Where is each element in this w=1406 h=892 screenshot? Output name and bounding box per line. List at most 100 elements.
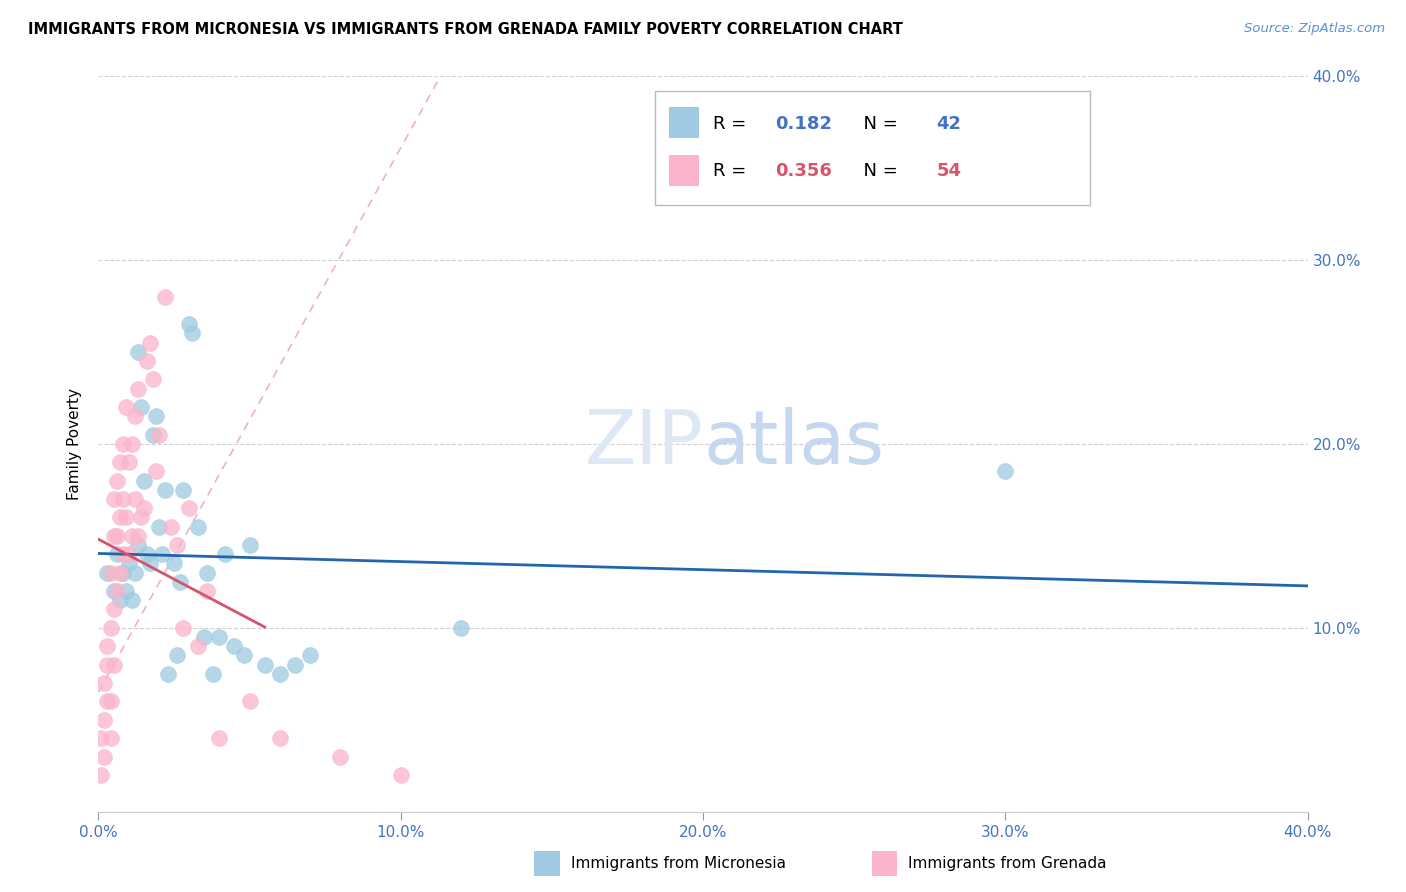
Text: N =: N =	[852, 162, 903, 180]
Point	[114, 584, 136, 599]
FancyBboxPatch shape	[655, 90, 1090, 204]
Point	[121, 593, 143, 607]
Point	[90, 768, 112, 782]
Text: 0.356: 0.356	[776, 162, 832, 180]
Point	[187, 519, 209, 533]
FancyBboxPatch shape	[669, 155, 699, 186]
Point	[118, 557, 141, 571]
Text: Immigrants from Micronesia: Immigrants from Micronesia	[571, 856, 786, 871]
Point	[121, 436, 143, 450]
Point	[208, 630, 231, 644]
Point	[139, 335, 162, 350]
Point	[450, 621, 472, 635]
Point	[121, 529, 143, 543]
Point	[181, 326, 204, 341]
Point	[108, 593, 131, 607]
Point	[105, 547, 128, 561]
Point	[153, 289, 176, 303]
Point	[135, 547, 157, 561]
Point	[389, 768, 412, 782]
Point	[994, 464, 1017, 478]
Text: Source: ZipAtlas.com: Source: ZipAtlas.com	[1244, 22, 1385, 36]
Point	[127, 538, 149, 552]
Point	[93, 676, 115, 690]
Point	[284, 657, 307, 672]
Point	[179, 317, 201, 331]
Point	[193, 630, 215, 644]
Point	[103, 657, 125, 672]
Point	[163, 557, 186, 571]
Text: ZIP: ZIP	[585, 408, 703, 480]
Point	[195, 584, 218, 599]
Text: R =: R =	[713, 162, 752, 180]
Point	[100, 566, 122, 580]
Point	[93, 713, 115, 727]
Point	[145, 409, 167, 424]
Point	[148, 427, 170, 442]
Point	[232, 648, 254, 663]
Text: N =: N =	[852, 115, 903, 133]
Text: Immigrants from Grenada: Immigrants from Grenada	[908, 856, 1107, 871]
Point	[114, 400, 136, 414]
Point	[224, 639, 246, 653]
Point	[166, 538, 188, 552]
Text: 0.182: 0.182	[776, 115, 832, 133]
Point	[111, 491, 134, 506]
Point	[118, 455, 141, 469]
Point	[111, 547, 134, 561]
Text: 54: 54	[936, 162, 962, 180]
Point	[153, 483, 176, 497]
Point	[114, 510, 136, 524]
Point	[156, 666, 179, 681]
Point	[103, 491, 125, 506]
Point	[187, 639, 209, 653]
Point	[299, 648, 322, 663]
Point	[166, 648, 188, 663]
Point	[93, 749, 115, 764]
Point	[129, 510, 152, 524]
Text: R =: R =	[713, 115, 752, 133]
Point	[239, 538, 262, 552]
Point	[124, 566, 146, 580]
Point	[202, 666, 225, 681]
Point	[127, 382, 149, 396]
Point	[100, 731, 122, 746]
Text: atlas: atlas	[703, 408, 884, 480]
Point	[124, 409, 146, 424]
Text: 42: 42	[936, 115, 962, 133]
Point	[148, 519, 170, 533]
Point	[100, 621, 122, 635]
FancyBboxPatch shape	[669, 107, 699, 138]
Point	[111, 566, 134, 580]
Point	[253, 657, 276, 672]
Text: IMMIGRANTS FROM MICRONESIA VS IMMIGRANTS FROM GRENADA FAMILY POVERTY CORRELATION: IMMIGRANTS FROM MICRONESIA VS IMMIGRANTS…	[28, 22, 903, 37]
Point	[195, 566, 218, 580]
Point	[179, 501, 201, 516]
Point	[96, 694, 118, 708]
Point	[127, 344, 149, 359]
Point	[142, 372, 165, 386]
Point	[169, 574, 191, 589]
Point	[105, 584, 128, 599]
Point	[108, 510, 131, 524]
Point	[111, 436, 134, 450]
Point	[329, 749, 352, 764]
Point	[105, 529, 128, 543]
Point	[118, 547, 141, 561]
Point	[132, 474, 155, 488]
Point	[103, 602, 125, 616]
Point	[108, 455, 131, 469]
Point	[103, 584, 125, 599]
Point	[139, 557, 162, 571]
Point	[96, 657, 118, 672]
Point	[132, 501, 155, 516]
Point	[108, 566, 131, 580]
Point	[103, 529, 125, 543]
Point	[124, 491, 146, 506]
Point	[160, 519, 183, 533]
Point	[150, 547, 173, 561]
Y-axis label: Family Poverty: Family Poverty	[67, 388, 83, 500]
Point	[100, 694, 122, 708]
Point	[90, 731, 112, 746]
Point	[208, 731, 231, 746]
